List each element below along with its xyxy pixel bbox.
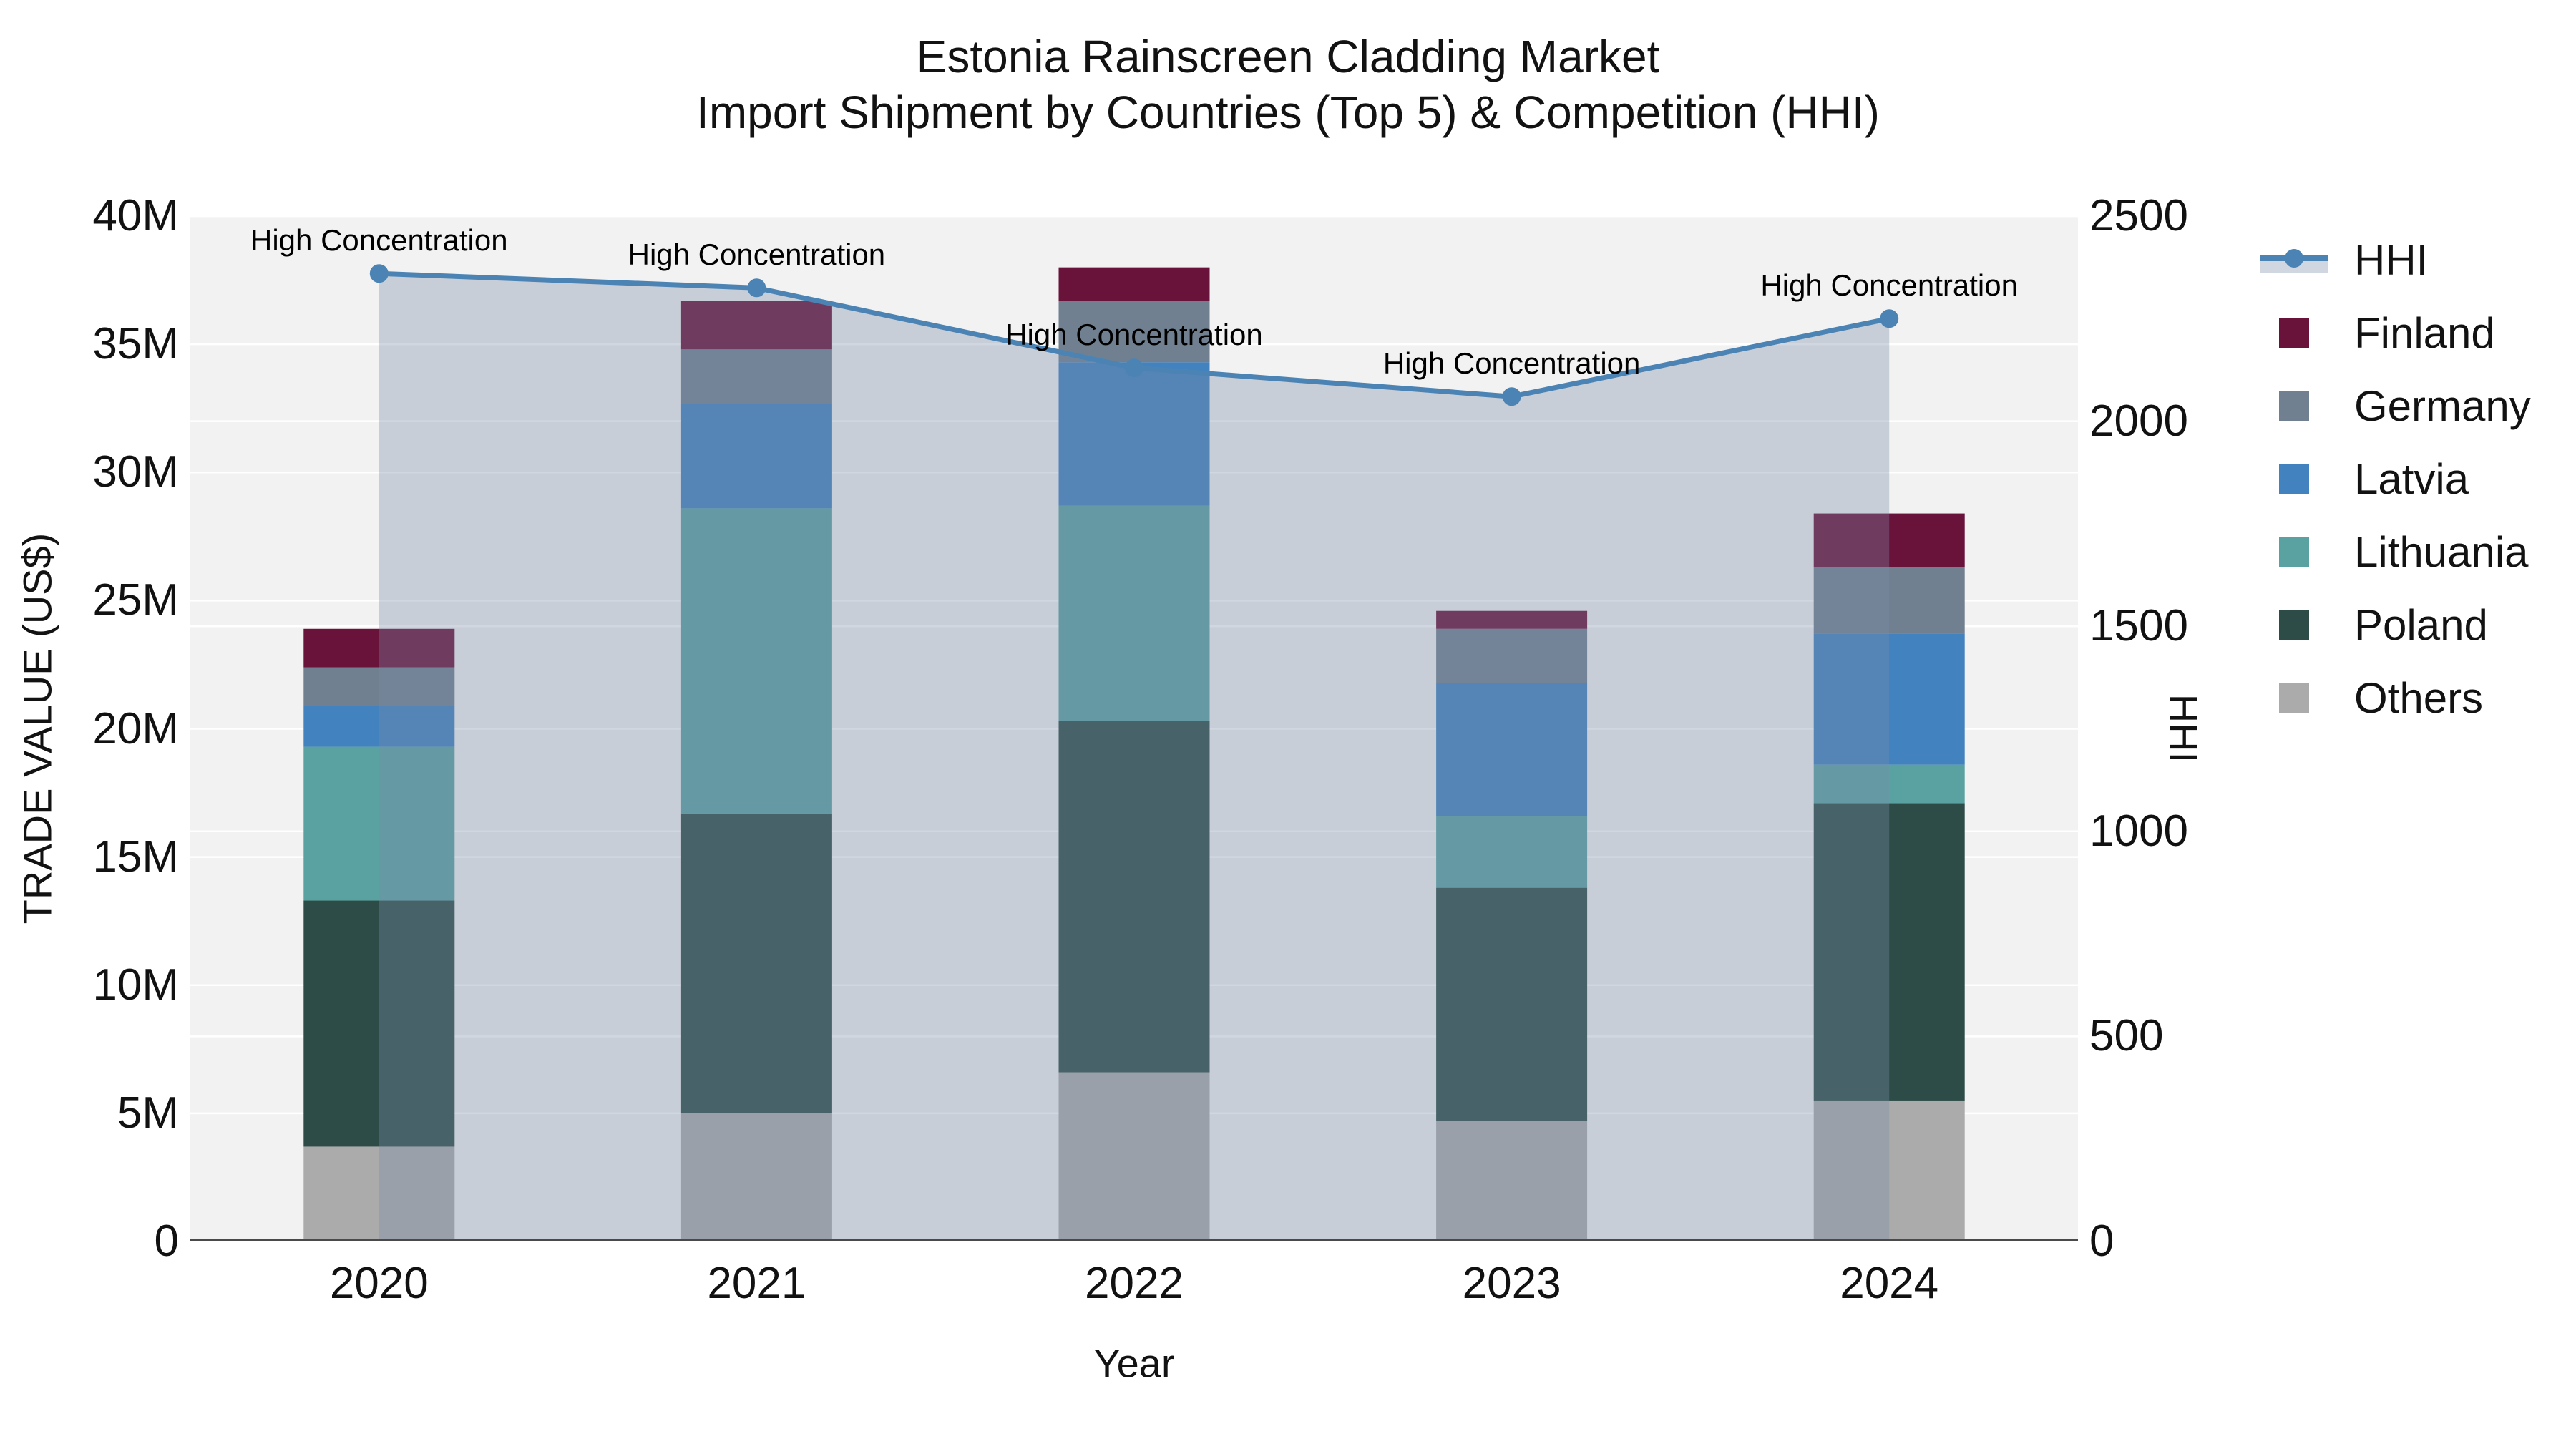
chart-canvas [190, 215, 2078, 1241]
legend-square-marker [2254, 318, 2334, 348]
y-right-tick: 0 [2089, 1216, 2114, 1266]
bar-segment-latvia-2024[interactable] [1813, 633, 1965, 765]
legend-color-swatch [2279, 464, 2309, 494]
legend-label: Germany [2354, 381, 2531, 430]
hhi-legend-glyph [2285, 249, 2303, 268]
y-right-tick: 1500 [2089, 601, 2188, 651]
annotation-high-concentration-2023: High Concentration [1382, 346, 1641, 381]
hhi-area-fill [379, 273, 1890, 1241]
x-axis-title: Year [1093, 1340, 1175, 1386]
bar-segment-others-2024[interactable] [1813, 1100, 1965, 1241]
bar-segment-germany-2020[interactable] [303, 667, 455, 706]
legend-item-hhi[interactable]: HHI [2254, 223, 2531, 296]
bar-segment-finland-2020[interactable] [303, 628, 455, 668]
y-left-tick: 25M [92, 575, 179, 625]
hhi-point-2022[interactable] [1125, 358, 1143, 378]
annotation-high-concentration-2024: High Concentration [1760, 268, 2018, 303]
chart-title-line1: Estonia Rainscreen Cladding Market [916, 31, 1660, 82]
bar-segment-finland-2024[interactable] [1813, 513, 1965, 567]
legend-item-lithuania[interactable]: Lithuania [2254, 515, 2531, 588]
annotation-high-concentration-2020: High Concentration [250, 223, 508, 258]
bar-segment-finland-2022[interactable] [1058, 267, 1210, 301]
legend-label: Lithuania [2354, 527, 2529, 576]
bar-segment-poland-2023[interactable] [1436, 887, 1588, 1121]
bar-segment-poland-2024[interactable] [1813, 803, 1965, 1101]
bar-segment-finland-2021[interactable] [680, 301, 832, 350]
bar-segment-others-2022[interactable] [1058, 1072, 1210, 1241]
legend-square-marker [2254, 610, 2334, 640]
legend-item-germany[interactable]: Germany [2254, 369, 2531, 442]
legend: HHI Finland Germany Latvia Lithuania Poland Ot… [2254, 223, 2531, 734]
legend-label: Others [2354, 673, 2484, 722]
annotation-high-concentration-2021: High Concentration [628, 238, 886, 272]
legend-item-finland[interactable]: Finland [2254, 296, 2531, 369]
bar-segment-lithuania-2024[interactable] [1813, 764, 1965, 804]
legend-color-swatch [2279, 683, 2309, 713]
legend-color-swatch [2279, 391, 2309, 421]
y-left-tick: 0 [154, 1216, 179, 1266]
bar-segment-lithuania-2021[interactable] [680, 508, 832, 814]
y-right-tick: 2500 [2089, 191, 2188, 240]
legend-item-poland[interactable]: Poland [2254, 588, 2531, 661]
bar-segment-finland-2023[interactable] [1436, 610, 1588, 629]
y-right-tick: 1000 [2089, 806, 2188, 856]
legend-square-marker [2254, 391, 2334, 421]
x-tick: 2023 [1462, 1259, 1561, 1308]
hhi-point-2021[interactable] [747, 278, 766, 298]
legend-item-latvia[interactable]: Latvia [2254, 442, 2531, 515]
y-left-tick: 5M [117, 1088, 179, 1138]
legend-item-others[interactable]: Others [2254, 661, 2531, 734]
x-tick: 2022 [1085, 1259, 1184, 1308]
y-left-tick: 10M [92, 960, 179, 1010]
bar-segment-lithuania-2022[interactable] [1058, 505, 1210, 721]
bar-segment-germany-2023[interactable] [1436, 628, 1588, 683]
y-left-tick: 15M [92, 831, 179, 882]
chart-title: Estonia Rainscreen Cladding Market Impor… [0, 29, 2576, 140]
hhi-point-2024[interactable] [1880, 309, 1899, 328]
bar-segment-latvia-2021[interactable] [680, 403, 832, 509]
legend-color-swatch [2279, 537, 2309, 567]
hhi-point-2023[interactable] [1502, 387, 1521, 406]
y-left-tick: 40M [92, 191, 179, 240]
y-right-tick: 500 [2089, 1011, 2164, 1061]
bar-segment-others-2020[interactable] [303, 1146, 455, 1241]
x-tick: 2024 [1840, 1259, 1939, 1308]
chart-title-line2: Import Shipment by Countries (Top 5) & C… [696, 87, 1880, 138]
bar-segment-poland-2021[interactable] [680, 813, 832, 1113]
legend-color-swatch [2279, 610, 2309, 640]
legend-square-marker [2254, 464, 2334, 494]
bar-segment-germany-2021[interactable] [680, 349, 832, 404]
legend-square-marker [2254, 683, 2334, 713]
legend-square-marker [2254, 537, 2334, 567]
bar-segment-poland-2022[interactable] [1058, 721, 1210, 1073]
plot-area [190, 215, 2078, 1241]
legend-color-swatch [2279, 318, 2309, 348]
legend-label: HHI [2354, 235, 2429, 284]
legend-line-marker [2254, 245, 2334, 274]
y-left-tick: 20M [92, 703, 179, 753]
x-tick: 2021 [707, 1259, 806, 1308]
annotation-high-concentration-2022: High Concentration [1005, 318, 1263, 352]
y-left-tick: 30M [92, 447, 179, 497]
bar-segment-lithuania-2020[interactable] [303, 746, 455, 901]
bar-segment-poland-2020[interactable] [303, 900, 455, 1147]
y-right-tick: 2000 [2089, 396, 2188, 446]
bar-segment-others-2021[interactable] [680, 1113, 832, 1241]
bar-segment-germany-2022[interactable] [1058, 301, 1210, 363]
bar-segment-others-2023[interactable] [1436, 1121, 1588, 1241]
legend-label: Finland [2354, 308, 2495, 357]
y-left-tick: 35M [92, 319, 179, 369]
bar-segment-germany-2024[interactable] [1813, 567, 1965, 634]
bar-segment-latvia-2023[interactable] [1436, 683, 1588, 816]
bar-segment-lithuania-2023[interactable] [1436, 816, 1588, 888]
bar-segment-latvia-2022[interactable] [1058, 362, 1210, 506]
x-tick: 2020 [329, 1259, 429, 1308]
hhi-point-2020[interactable] [369, 264, 389, 283]
legend-label: Latvia [2354, 454, 2469, 503]
y-axis-title-right: HHI [2161, 693, 2207, 763]
bar-segment-latvia-2020[interactable] [303, 706, 455, 747]
legend-label: Poland [2354, 600, 2488, 649]
